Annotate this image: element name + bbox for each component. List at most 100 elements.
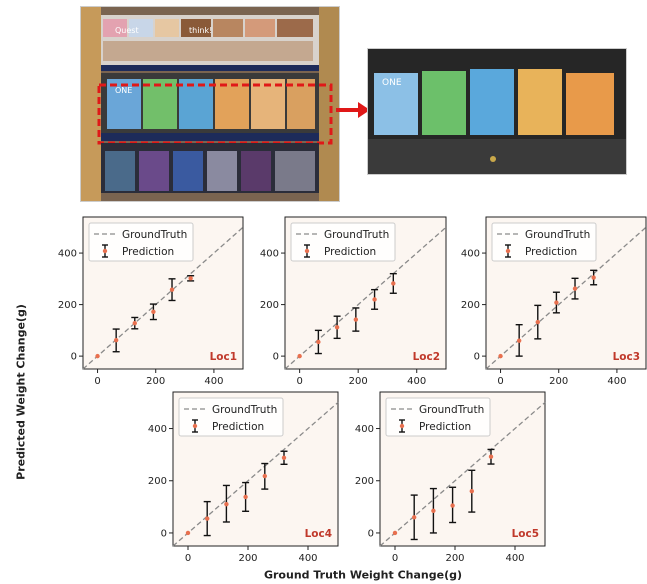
x-tick-label: 400	[298, 553, 317, 564]
legend-prediction-marker	[102, 248, 108, 254]
x-tick-label: 400	[505, 553, 524, 564]
prediction-point	[372, 297, 377, 302]
legend-box	[290, 222, 396, 262]
legend-groundtruth-label: GroundTruth	[419, 404, 484, 416]
prediction-point	[224, 502, 229, 507]
y-axis-title: Predicted Weight Change(g)	[14, 304, 28, 480]
prediction-point	[205, 516, 210, 521]
legend-box	[88, 222, 194, 262]
legend-prediction-label: Prediction	[419, 421, 471, 433]
y-tick-label: 400	[58, 249, 77, 260]
prediction-point	[391, 281, 396, 286]
chart-panel-2: 0 200 400 0 200 400 GroundTruth Prediction Loc2	[260, 216, 447, 387]
x-tick-label: 400	[607, 376, 626, 387]
x-tick-label: 200	[146, 376, 165, 387]
prediction-point	[488, 454, 494, 459]
prediction-point	[591, 275, 596, 280]
prediction-point	[431, 508, 436, 513]
y-tick-label: 0	[71, 352, 77, 363]
x-tick-label: 200	[445, 553, 464, 564]
legend-groundtruth-label: GroundTruth	[324, 229, 389, 241]
y-tick-label: 400	[148, 424, 167, 435]
legend-groundtruth-label: GroundTruth	[525, 229, 590, 241]
prediction-point	[113, 337, 119, 343]
prediction-point	[392, 530, 398, 536]
legend-groundtruth-label: GroundTruth	[212, 404, 277, 416]
prediction-point	[95, 353, 100, 359]
x-tick-label: 400	[407, 376, 426, 387]
prediction-point	[535, 319, 540, 325]
y-tick-label: 400	[355, 424, 374, 435]
legend-box	[385, 397, 491, 437]
prediction-point	[281, 455, 287, 460]
brand-label-think: think!	[189, 26, 212, 35]
prediction-point	[243, 494, 248, 500]
y-tick-label: 400	[260, 249, 279, 260]
prediction-point	[516, 338, 522, 343]
prediction-point	[185, 530, 191, 536]
prediction-point	[450, 503, 455, 508]
panel-label: Loc5	[512, 528, 539, 540]
highlight-box	[97, 83, 333, 145]
instrumented-shelf-photo: ONE	[367, 48, 627, 175]
instrumented-shelf-illustration: ONE	[368, 49, 626, 174]
y-tick-label: 200	[461, 300, 480, 311]
y-tick-label: 0	[474, 352, 480, 363]
chart-panel-4: 0 200 400 0 200 400 GroundTruth Prediction Loc4	[148, 391, 339, 564]
legend-box	[491, 222, 597, 262]
x-tick-label: 0	[296, 376, 302, 387]
x-tick-label: 0	[94, 376, 100, 387]
groundtruth-line	[82, 226, 244, 370]
x-tick-label: 400	[204, 376, 223, 387]
chart-panel-1: 0 200 400 0 200 400 GroundTruth Prediction Loc1	[58, 216, 244, 387]
x-tick-label: 0	[392, 553, 398, 564]
panel-label: Loc2	[413, 351, 440, 363]
y-tick-label: 200	[148, 476, 167, 487]
prediction-point	[132, 320, 137, 326]
panel-label: Loc4	[305, 528, 332, 540]
x-tick-label: 0	[185, 553, 191, 564]
prediction-point	[188, 276, 193, 281]
x-tick-label: 0	[497, 376, 503, 387]
y-tick-label: 0	[161, 528, 167, 539]
x-axis-title: Ground Truth Weight Change(g)	[263, 568, 463, 582]
brand-label-quest: Quest	[115, 26, 139, 35]
legend-prediction-marker	[304, 248, 310, 254]
prediction-point	[151, 309, 156, 315]
y-tick-label: 0	[273, 352, 279, 363]
panel-label: Loc1	[210, 351, 237, 363]
prediction-point	[498, 353, 503, 359]
red-arrow-icon	[336, 102, 370, 118]
prediction-point	[316, 339, 321, 345]
prediction-point	[334, 325, 340, 330]
y-tick-label: 200	[260, 300, 279, 311]
groundtruth-line	[172, 401, 339, 547]
groundtruth-line	[379, 401, 546, 547]
legend-prediction-marker	[399, 423, 405, 429]
legend-prediction-marker	[505, 248, 511, 254]
prediction-point	[297, 353, 302, 359]
y-tick-label: 400	[461, 249, 480, 260]
legend-prediction-marker	[192, 423, 198, 429]
groundtruth-line	[284, 226, 447, 370]
legend-prediction-label: Prediction	[525, 246, 577, 258]
brand-label-one-right: ONE	[382, 78, 402, 88]
y-tick-label: 0	[368, 528, 374, 539]
y-tick-label: 200	[355, 476, 374, 487]
prediction-point	[353, 317, 359, 322]
store-shelf-photo: Quest think! ONE	[80, 6, 340, 202]
prediction-point	[169, 287, 175, 292]
x-tick-label: 200	[349, 376, 368, 387]
x-tick-label: 200	[549, 376, 568, 387]
store-shelf-illustration: Quest think! ONE	[81, 7, 339, 201]
legend-box	[178, 397, 284, 437]
panel-label: Loc3	[613, 351, 640, 363]
prediction-point	[262, 473, 267, 479]
prediction-point	[554, 300, 559, 305]
legend-prediction-label: Prediction	[122, 246, 174, 258]
chart-panel-5: 0 200 400 0 200 400 GroundTruth Prediction Loc5	[355, 391, 546, 564]
chart-panel-3: 0 200 400 0 200 400 GroundTruth Prediction Loc3	[461, 216, 647, 387]
legend-groundtruth-label: GroundTruth	[122, 229, 187, 241]
prediction-point	[469, 488, 474, 494]
